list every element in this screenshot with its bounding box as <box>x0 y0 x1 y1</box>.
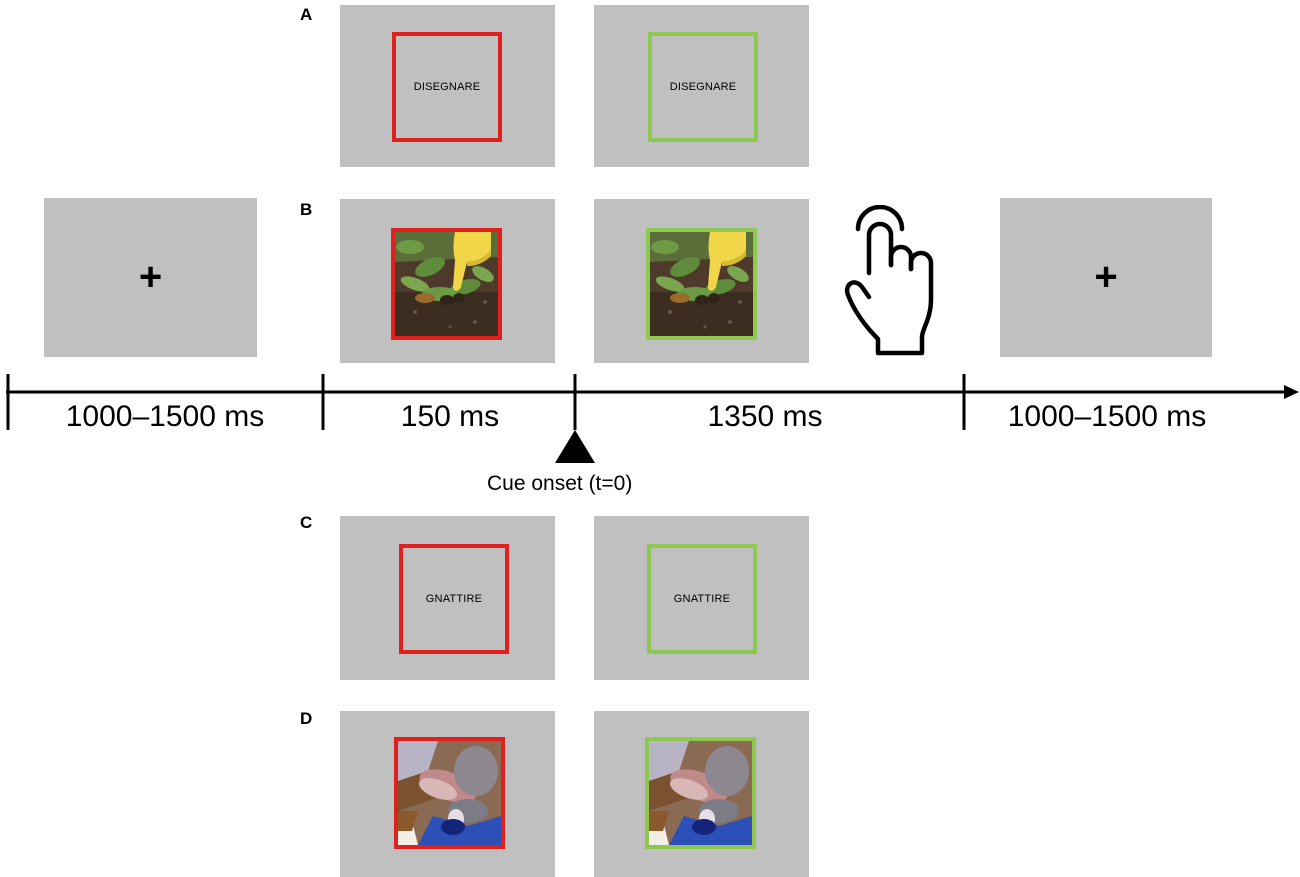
fixation-cross: + <box>138 254 163 299</box>
cue-onset-label: Cue onset (t=0) <box>487 472 633 495</box>
duration-label-go: 1350 ms <box>707 400 823 433</box>
screen-d-cue <box>340 711 555 877</box>
stimulus-pseudoword: GNATTIRE <box>425 593 483 605</box>
cue-frame-green <box>645 737 756 849</box>
cue-frame-red <box>391 228 502 340</box>
screen-d-go <box>594 711 809 877</box>
cue-frame-red: GNATTIRE <box>399 544 509 654</box>
duration-label-fixation-start: 1000–1500 ms <box>65 400 265 433</box>
hand-tap-icon <box>844 205 934 356</box>
plant-photo-image <box>395 232 498 336</box>
duration-label-cue: 150 ms <box>400 400 500 433</box>
screen-b-cue <box>340 199 555 363</box>
screen-a-cue: DISEGNARE <box>340 5 555 167</box>
screen-c-go: GNATTIRE <box>594 516 809 680</box>
panel-label-a: A <box>300 5 313 24</box>
stimulus-word: DISEGNARE <box>413 81 481 93</box>
cue-frame-red: DISEGNARE <box>392 32 502 142</box>
cue-frame-green: GNATTIRE <box>647 544 757 654</box>
stimulus-word: DISEGNARE <box>669 81 737 93</box>
cue-onset-triangle-icon <box>555 430 595 463</box>
fixation-screen-start: + <box>44 198 257 357</box>
timeline-axis <box>6 374 1299 463</box>
scrambled-image <box>398 741 501 845</box>
plant-photo-image <box>650 232 753 336</box>
cue-frame-green: DISEGNARE <box>648 32 758 142</box>
cue-frame-red <box>394 737 505 849</box>
fixation-cross: + <box>1094 254 1118 299</box>
screen-a-go: DISEGNARE <box>594 5 809 167</box>
scrambled-image <box>649 741 752 845</box>
stimulus-pseudoword: GNATTIRE <box>673 593 731 605</box>
cue-frame-green <box>646 228 757 340</box>
fixation-screen-end: + <box>1000 198 1212 357</box>
panel-label-d: D <box>300 709 313 728</box>
duration-label-fixation-end: 1000–1500 ms <box>1007 400 1207 433</box>
screen-b-go <box>594 199 809 363</box>
panel-label-c: C <box>300 513 313 532</box>
timeline-arrowhead <box>1284 385 1299 399</box>
panel-label-b: B <box>300 200 313 219</box>
screen-c-cue: GNATTIRE <box>340 516 555 680</box>
